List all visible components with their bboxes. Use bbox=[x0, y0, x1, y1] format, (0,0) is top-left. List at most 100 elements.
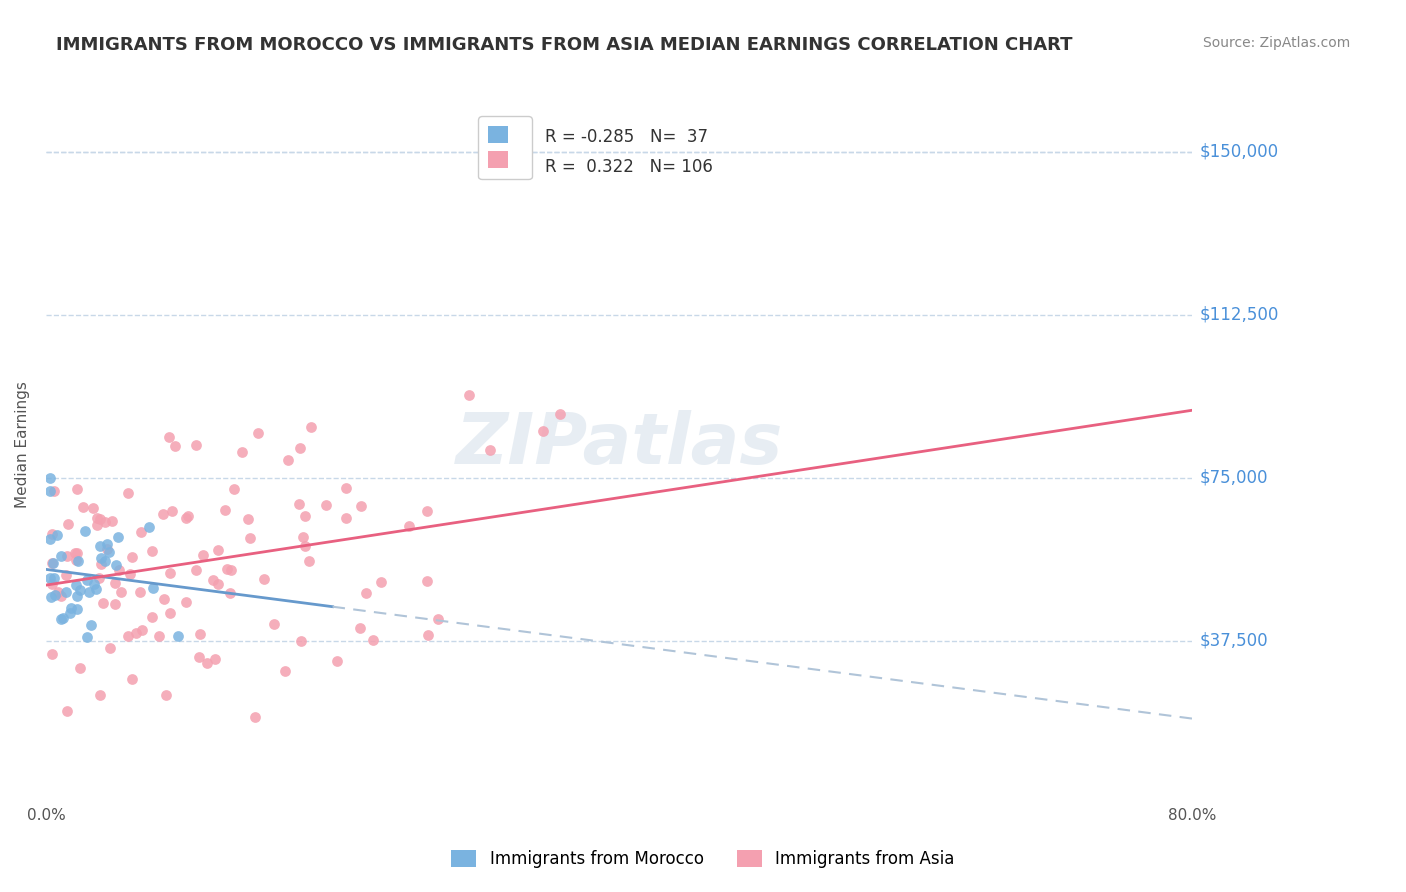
Text: ZIPatlas: ZIPatlas bbox=[456, 410, 783, 480]
Point bbox=[107, 563, 129, 577]
Text: Source: ZipAtlas.com: Source: ZipAtlas.com bbox=[1202, 36, 1350, 50]
Point bbox=[294, 508, 316, 523]
Point bbox=[335, 481, 357, 495]
Point bbox=[204, 652, 226, 666]
Point bbox=[277, 453, 299, 467]
Point bbox=[39, 571, 62, 585]
Point bbox=[94, 516, 117, 530]
Point bbox=[215, 562, 238, 576]
Point bbox=[246, 425, 269, 440]
Point bbox=[41, 577, 63, 591]
Point bbox=[294, 539, 316, 553]
Point bbox=[335, 511, 357, 525]
Legend: Immigrants from Morocco, Immigrants from Asia: Immigrants from Morocco, Immigrants from… bbox=[444, 843, 962, 875]
Point bbox=[291, 529, 314, 543]
Point bbox=[55, 585, 77, 599]
Point bbox=[96, 541, 118, 556]
Point bbox=[187, 650, 209, 665]
Point bbox=[66, 601, 89, 615]
Point bbox=[118, 567, 141, 582]
Point bbox=[49, 589, 72, 603]
Point bbox=[238, 512, 260, 526]
Point bbox=[427, 612, 450, 626]
Point bbox=[93, 596, 115, 610]
Point bbox=[191, 549, 214, 563]
Point bbox=[96, 537, 118, 551]
Point bbox=[349, 621, 371, 635]
Point bbox=[65, 552, 87, 566]
Point bbox=[315, 498, 337, 512]
Point bbox=[184, 563, 207, 577]
Point bbox=[159, 607, 181, 621]
Point bbox=[56, 549, 79, 563]
Point bbox=[89, 512, 111, 526]
Text: $75,000: $75,000 bbox=[1199, 468, 1268, 487]
Point bbox=[243, 709, 266, 723]
Point bbox=[76, 574, 98, 588]
Point bbox=[125, 625, 148, 640]
Point bbox=[83, 577, 105, 591]
Point bbox=[219, 586, 242, 600]
Point bbox=[177, 508, 200, 523]
Point bbox=[77, 585, 100, 599]
Point bbox=[416, 503, 439, 517]
Point bbox=[299, 420, 322, 434]
Point bbox=[141, 544, 163, 558]
Point bbox=[75, 524, 97, 538]
Point bbox=[98, 640, 121, 655]
Point bbox=[41, 526, 63, 541]
Text: $112,500: $112,500 bbox=[1199, 306, 1279, 324]
Point bbox=[94, 554, 117, 568]
Point bbox=[416, 627, 439, 641]
Point bbox=[39, 471, 62, 485]
Point bbox=[157, 429, 180, 443]
Text: R =  0.322   N= 106: R = 0.322 N= 106 bbox=[544, 158, 713, 176]
Text: R = -0.285   N=  37: R = -0.285 N= 37 bbox=[544, 128, 707, 146]
Point bbox=[160, 504, 183, 518]
Point bbox=[231, 445, 253, 459]
Point bbox=[86, 517, 108, 532]
Text: $150,000: $150,000 bbox=[1199, 143, 1278, 161]
Point bbox=[121, 672, 143, 686]
Point bbox=[188, 626, 211, 640]
Point bbox=[45, 527, 67, 541]
Point bbox=[39, 590, 62, 604]
Point bbox=[326, 653, 349, 667]
Point bbox=[86, 510, 108, 524]
Point bbox=[152, 508, 174, 522]
Point bbox=[44, 588, 66, 602]
Point bbox=[222, 482, 245, 496]
Point bbox=[101, 515, 124, 529]
Point bbox=[398, 519, 420, 533]
Point bbox=[39, 533, 62, 547]
Point bbox=[263, 617, 285, 632]
Point bbox=[131, 623, 153, 637]
Point bbox=[66, 589, 89, 603]
Point bbox=[69, 661, 91, 675]
Point bbox=[550, 407, 572, 421]
Point bbox=[117, 486, 139, 500]
Point bbox=[361, 632, 384, 647]
Point bbox=[41, 556, 63, 570]
Point bbox=[479, 443, 502, 458]
Point bbox=[90, 550, 112, 565]
Point bbox=[214, 503, 236, 517]
Point bbox=[84, 582, 107, 597]
Point bbox=[253, 572, 276, 586]
Point bbox=[290, 634, 312, 648]
Point bbox=[138, 519, 160, 533]
Point bbox=[98, 545, 121, 559]
Point bbox=[349, 499, 371, 513]
Point bbox=[174, 510, 197, 524]
Point bbox=[239, 531, 262, 545]
Point bbox=[163, 439, 186, 453]
Point bbox=[174, 594, 197, 608]
Point bbox=[131, 524, 153, 539]
Point bbox=[41, 556, 63, 570]
Point bbox=[105, 558, 128, 573]
Point bbox=[66, 554, 89, 568]
Point bbox=[207, 543, 229, 558]
Point bbox=[104, 575, 127, 590]
Point bbox=[184, 438, 207, 452]
Point bbox=[39, 484, 62, 499]
